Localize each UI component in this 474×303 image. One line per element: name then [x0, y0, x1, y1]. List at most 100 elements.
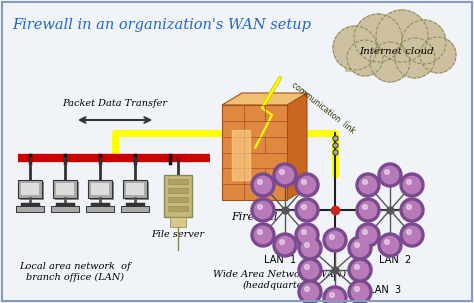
- Circle shape: [347, 40, 383, 76]
- FancyBboxPatch shape: [126, 183, 144, 195]
- Circle shape: [400, 223, 424, 247]
- Circle shape: [407, 180, 411, 185]
- Circle shape: [298, 280, 322, 303]
- Circle shape: [276, 236, 293, 254]
- Circle shape: [384, 240, 390, 245]
- FancyBboxPatch shape: [345, 52, 445, 72]
- Circle shape: [329, 235, 334, 239]
- Circle shape: [273, 163, 297, 187]
- Circle shape: [305, 243, 310, 248]
- Circle shape: [323, 228, 347, 252]
- FancyBboxPatch shape: [168, 179, 188, 184]
- Polygon shape: [287, 93, 307, 200]
- Circle shape: [301, 261, 319, 279]
- Circle shape: [420, 37, 456, 73]
- Circle shape: [363, 230, 367, 235]
- Circle shape: [255, 176, 272, 194]
- Circle shape: [348, 236, 372, 260]
- Circle shape: [395, 38, 435, 78]
- FancyBboxPatch shape: [121, 206, 149, 212]
- Circle shape: [355, 243, 359, 248]
- Circle shape: [382, 166, 399, 184]
- Circle shape: [295, 173, 319, 197]
- Circle shape: [301, 230, 306, 235]
- Circle shape: [280, 170, 284, 175]
- Circle shape: [403, 201, 420, 219]
- FancyBboxPatch shape: [168, 206, 188, 211]
- Circle shape: [257, 180, 263, 185]
- FancyBboxPatch shape: [56, 183, 74, 195]
- FancyBboxPatch shape: [170, 217, 186, 227]
- Text: Firewall: Firewall: [231, 212, 278, 222]
- Circle shape: [276, 166, 293, 184]
- Circle shape: [356, 223, 380, 247]
- Circle shape: [355, 265, 359, 269]
- Circle shape: [356, 173, 380, 197]
- Circle shape: [403, 176, 420, 194]
- Circle shape: [298, 176, 316, 194]
- FancyBboxPatch shape: [91, 183, 109, 195]
- Circle shape: [298, 226, 316, 244]
- Circle shape: [251, 198, 275, 222]
- FancyBboxPatch shape: [168, 188, 188, 193]
- FancyBboxPatch shape: [20, 182, 44, 200]
- FancyBboxPatch shape: [90, 182, 114, 200]
- Circle shape: [255, 201, 272, 219]
- Circle shape: [354, 14, 402, 62]
- Circle shape: [356, 198, 380, 222]
- Circle shape: [298, 236, 322, 260]
- Circle shape: [333, 26, 377, 70]
- Circle shape: [359, 201, 377, 219]
- Circle shape: [384, 170, 390, 175]
- Circle shape: [301, 205, 306, 209]
- Circle shape: [403, 226, 420, 244]
- Polygon shape: [222, 93, 307, 105]
- Circle shape: [301, 283, 319, 301]
- Circle shape: [376, 10, 428, 62]
- Circle shape: [295, 198, 319, 222]
- FancyBboxPatch shape: [16, 206, 44, 212]
- Circle shape: [351, 239, 369, 257]
- FancyBboxPatch shape: [164, 175, 192, 217]
- Circle shape: [351, 283, 369, 301]
- Circle shape: [402, 20, 446, 64]
- Circle shape: [295, 223, 319, 247]
- FancyBboxPatch shape: [53, 180, 77, 198]
- Circle shape: [370, 42, 410, 82]
- FancyBboxPatch shape: [21, 183, 39, 195]
- Text: LAN  2: LAN 2: [379, 255, 411, 265]
- Text: Wide Area Network (WAN)
(headquarters): Wide Area Network (WAN) (headquarters): [213, 270, 346, 290]
- Circle shape: [257, 230, 263, 235]
- FancyBboxPatch shape: [86, 206, 114, 212]
- Circle shape: [305, 287, 310, 291]
- Circle shape: [351, 261, 369, 279]
- Circle shape: [327, 231, 344, 249]
- Circle shape: [301, 239, 319, 257]
- Circle shape: [257, 205, 263, 209]
- Circle shape: [298, 201, 316, 219]
- Circle shape: [400, 198, 424, 222]
- Circle shape: [378, 163, 402, 187]
- Circle shape: [355, 287, 359, 291]
- Circle shape: [382, 236, 399, 254]
- FancyBboxPatch shape: [51, 206, 79, 212]
- Circle shape: [251, 223, 275, 247]
- FancyBboxPatch shape: [222, 105, 287, 200]
- Circle shape: [407, 205, 411, 209]
- Circle shape: [363, 180, 367, 185]
- Circle shape: [280, 240, 284, 245]
- FancyBboxPatch shape: [55, 182, 79, 200]
- Circle shape: [273, 233, 297, 257]
- Circle shape: [359, 176, 377, 194]
- Text: LAN  1: LAN 1: [264, 255, 296, 265]
- Circle shape: [323, 286, 347, 303]
- FancyBboxPatch shape: [168, 197, 188, 202]
- Text: communication  link: communication link: [290, 81, 357, 135]
- Circle shape: [348, 258, 372, 282]
- Circle shape: [298, 258, 322, 282]
- FancyBboxPatch shape: [88, 180, 112, 198]
- Circle shape: [348, 280, 372, 303]
- Text: Local area network  of
branch office (LAN): Local area network of branch office (LAN…: [19, 262, 131, 281]
- Circle shape: [329, 293, 334, 298]
- Text: File server: File server: [151, 230, 205, 239]
